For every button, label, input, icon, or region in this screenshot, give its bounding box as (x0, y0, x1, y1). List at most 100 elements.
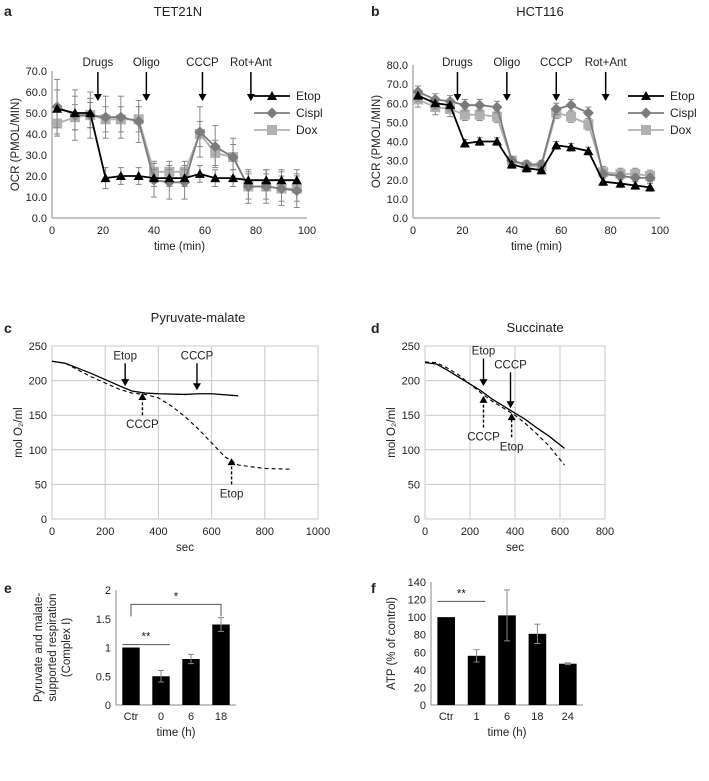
series-line (417, 90, 651, 179)
series-cispl (412, 85, 656, 184)
marker-diamond (491, 101, 503, 113)
marker-triangle (276, 175, 287, 185)
injection-label: Oligo (493, 57, 520, 69)
x-tick-label: 18 (215, 711, 227, 723)
bar (528, 633, 547, 705)
marker-square (566, 111, 577, 122)
marker-diamond (474, 99, 486, 111)
y-tick-label: 50 (408, 479, 420, 491)
series-etop (52, 89, 302, 192)
y-tick-label: 60.0 (26, 87, 47, 99)
y-tick-label: 250 (29, 341, 47, 353)
marker-diamond (115, 111, 127, 123)
injection-arrowhead (502, 94, 511, 101)
y-tick-label: 80.0 (387, 60, 408, 72)
x-tick-label: 0 (410, 225, 416, 237)
legend-label: Etop (296, 89, 321, 103)
marker-triangle (179, 173, 190, 183)
marker-triangle (445, 100, 456, 110)
x-tick-label: 6 (504, 711, 510, 723)
marker-triangle (430, 98, 441, 108)
marker-square (583, 119, 594, 130)
x-tick-label: 80 (604, 225, 616, 237)
legend-label: Dox (296, 123, 317, 137)
significance-bracket (130, 603, 222, 617)
x-tick-label: 20 (97, 225, 109, 237)
x-axis-label: time (h) (488, 727, 527, 739)
panel-a-letter: a (4, 3, 12, 19)
y-axis-label: mol O₂/ml (386, 407, 398, 457)
trace-dashed (424, 361, 565, 466)
x-tick-label: 0 (158, 711, 164, 723)
annotation-label: CCCP (126, 419, 159, 431)
marker-square (267, 125, 277, 135)
marker-diamond (209, 141, 221, 153)
y-tick-label: 0 (414, 514, 420, 526)
y-tick-label: 60.0 (387, 98, 408, 110)
panel-a-title: TET21N (154, 4, 202, 19)
bar (182, 659, 200, 705)
annotation-label: Etop (220, 488, 244, 500)
marker-diamond (629, 172, 641, 184)
panel-f-chart: f 0 20 40 60 80 100 120 140 Ctr 1 6 18 24 time (h) ** A… (371, 577, 583, 739)
marker-triangle (459, 138, 470, 148)
bar (212, 624, 230, 705)
bar (152, 676, 170, 705)
legend-label: Cispl (670, 106, 697, 120)
marker-diamond (550, 103, 562, 115)
significance-label: ** (457, 588, 466, 600)
injection-arrowhead (453, 94, 462, 101)
marker-triangle (412, 90, 423, 100)
annotation-arrowhead (507, 413, 516, 421)
y-tick-label: 120 (408, 595, 426, 607)
panel-d-title: Succinate (506, 320, 563, 335)
injection-arrowhead (601, 94, 610, 101)
x-tick-label: 80 (250, 225, 262, 237)
marker-diamond (100, 111, 112, 123)
x-tick-label: 1000 (306, 526, 330, 538)
marker-triangle (506, 159, 517, 169)
marker-triangle (645, 182, 656, 192)
annotation-arrowhead (479, 379, 488, 387)
annotation-label: CCCP (181, 350, 214, 362)
bar (437, 617, 456, 705)
y-axis-label: OCR (PMOL/MIN) (10, 98, 22, 191)
x-tick-label: 600 (551, 526, 569, 538)
y-tick-label: 0.0 (32, 213, 47, 225)
injection-arrowhead (552, 94, 561, 101)
marker-triangle (267, 91, 277, 100)
marker-triangle (115, 171, 126, 180)
y-axis-label-line: ATP (% of control) (386, 597, 398, 690)
y-tick-label: 30.0 (387, 156, 408, 168)
x-tick-label: 100 (298, 225, 316, 237)
y-tick-label: 1 (105, 643, 111, 655)
marker-triangle (210, 173, 221, 183)
panel-d-chart: d Succinate 0 50 100 150 200 250 0 200 400 600 800… (371, 320, 614, 554)
y-tick-label: 70.0 (26, 66, 47, 78)
annotation-arrowhead (192, 383, 201, 391)
y-tick-label: 200 (402, 376, 420, 388)
series-line (56, 107, 297, 182)
x-tick-label: 1 (474, 711, 480, 723)
marker-diamond (133, 115, 145, 127)
plot-frame (51, 345, 319, 520)
x-tick-label: 0 (422, 526, 428, 538)
x-tick-label: 0 (49, 225, 55, 237)
marker-triangle (491, 136, 502, 146)
panel-c-chart: c Pyruvate-malate 0 50 100 150 200 250 0 200 400… (4, 310, 330, 554)
x-tick-label: 200 (461, 526, 479, 538)
marker-diamond (266, 107, 278, 119)
y-tick-label: 20.0 (26, 171, 47, 183)
injection-label: CCCP (186, 57, 219, 69)
marker-triangle (474, 136, 485, 146)
panel-c-title: Pyruvate-malate (151, 310, 246, 325)
marker-triangle (551, 140, 562, 150)
y-axis-label-line: Pyruvate and malate- (33, 593, 45, 702)
y-tick-label: 40.0 (387, 137, 408, 149)
x-tick-label: 6 (188, 711, 194, 723)
significance-label: * (174, 591, 179, 603)
x-tick-label: 400 (149, 526, 167, 538)
x-axis-label: sec (176, 542, 194, 554)
marker-triangle (133, 171, 144, 180)
